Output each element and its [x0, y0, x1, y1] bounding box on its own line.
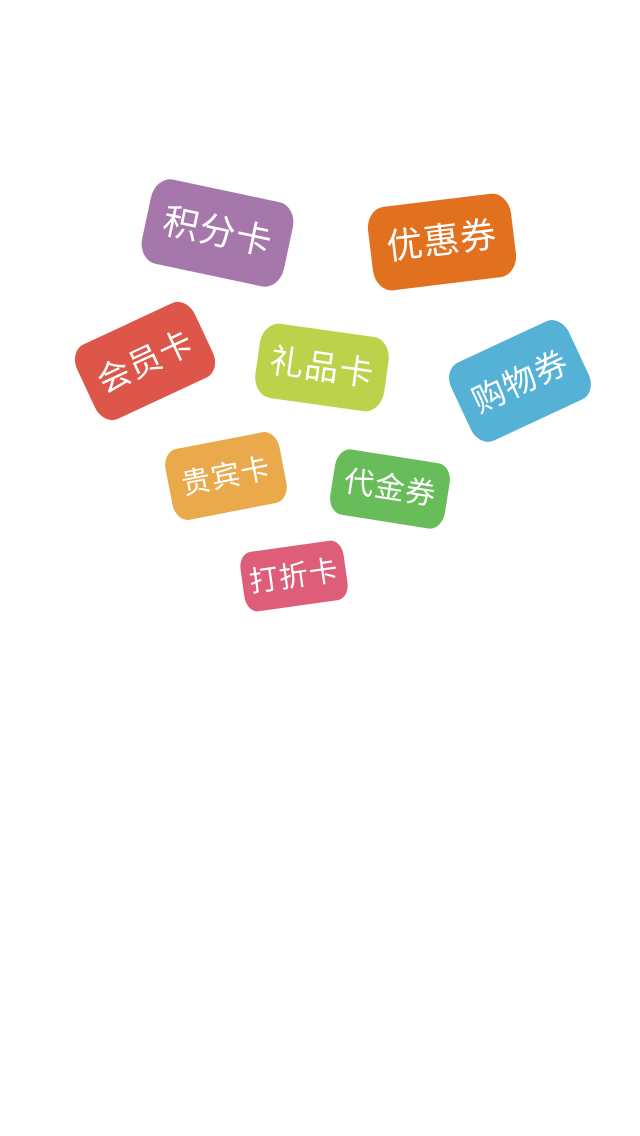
tag-label: 礼品卡 — [267, 340, 377, 395]
tag-cash-voucher[interactable]: 代金券 — [327, 447, 453, 531]
tag-membership-card[interactable]: 会员卡 — [68, 296, 222, 426]
tag-points-card[interactable]: 积分卡 — [137, 175, 298, 291]
tag-label: 积分卡 — [159, 200, 277, 265]
tag-label: 购物券 — [465, 341, 575, 421]
tag-label: 贵宾卡 — [178, 450, 274, 501]
tag-discount-card[interactable]: 打折卡 — [238, 539, 350, 613]
tag-label: 会员卡 — [90, 321, 200, 401]
tag-label: 代金券 — [341, 463, 439, 514]
tag-coupon[interactable]: 优惠券 — [365, 191, 519, 293]
tag-shopping-voucher[interactable]: 购物券 — [442, 314, 598, 448]
tag-label: 打折卡 — [246, 552, 341, 599]
tag-vip-card[interactable]: 贵宾卡 — [162, 429, 290, 523]
tag-label: 优惠券 — [384, 214, 500, 269]
tag-gift-card[interactable]: 礼品卡 — [252, 321, 392, 414]
